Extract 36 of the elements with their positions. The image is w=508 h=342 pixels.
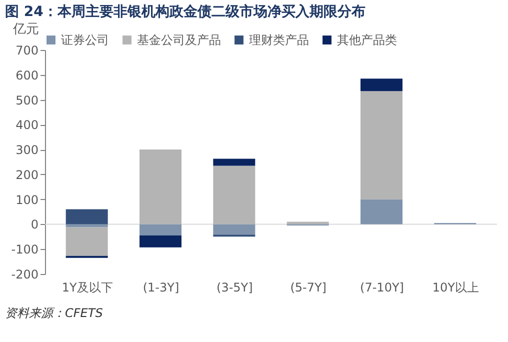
x-tick-label: (1-3Y] [142,280,180,294]
bar [140,150,182,224]
bar [140,235,182,248]
x-tick-label: (5-7Y] [290,280,326,294]
x-tick-label: 1Y及以下 [62,280,113,294]
bar [66,227,108,256]
x-tick-label: (3-5Y] [216,280,253,294]
bar [360,199,402,224]
y-axis-title: 亿元 [12,22,39,37]
chart-title: 图 24：本周主要非银机构政金债二级市场净买入期限分布 [5,3,366,20]
bar [140,224,182,236]
y-tick-label: -200 [11,268,38,282]
bar [66,224,108,228]
bar [66,209,108,224]
x-tick-label: 10Y以上 [432,280,479,294]
text: 资料来源：CFETS [5,306,104,320]
y-tick-label: 700 [16,44,38,58]
y-tick-label: 300 [16,143,38,158]
legend-label: 理财类产品 [249,33,309,47]
legend-label: 证券公司 [61,33,109,47]
y-tick-label: 600 [16,68,38,82]
bar [286,222,329,224]
bar [213,158,256,166]
bar [360,78,402,92]
y-tick-label: 500 [16,93,38,108]
y-tick-label: 400 [16,118,38,132]
bar [360,91,402,200]
bar [213,224,256,235]
y-tick-label: -100 [11,242,38,257]
legend-label: 基金公司及产品 [137,33,221,47]
legend-label: 其他产品类 [337,33,397,47]
y-tick-label: 100 [16,192,38,207]
bar [213,166,256,224]
y-tick-label: 200 [16,168,38,182]
x-tick-label: (7-10Y] [360,280,404,294]
y-tick-label: 0 [30,218,38,232]
